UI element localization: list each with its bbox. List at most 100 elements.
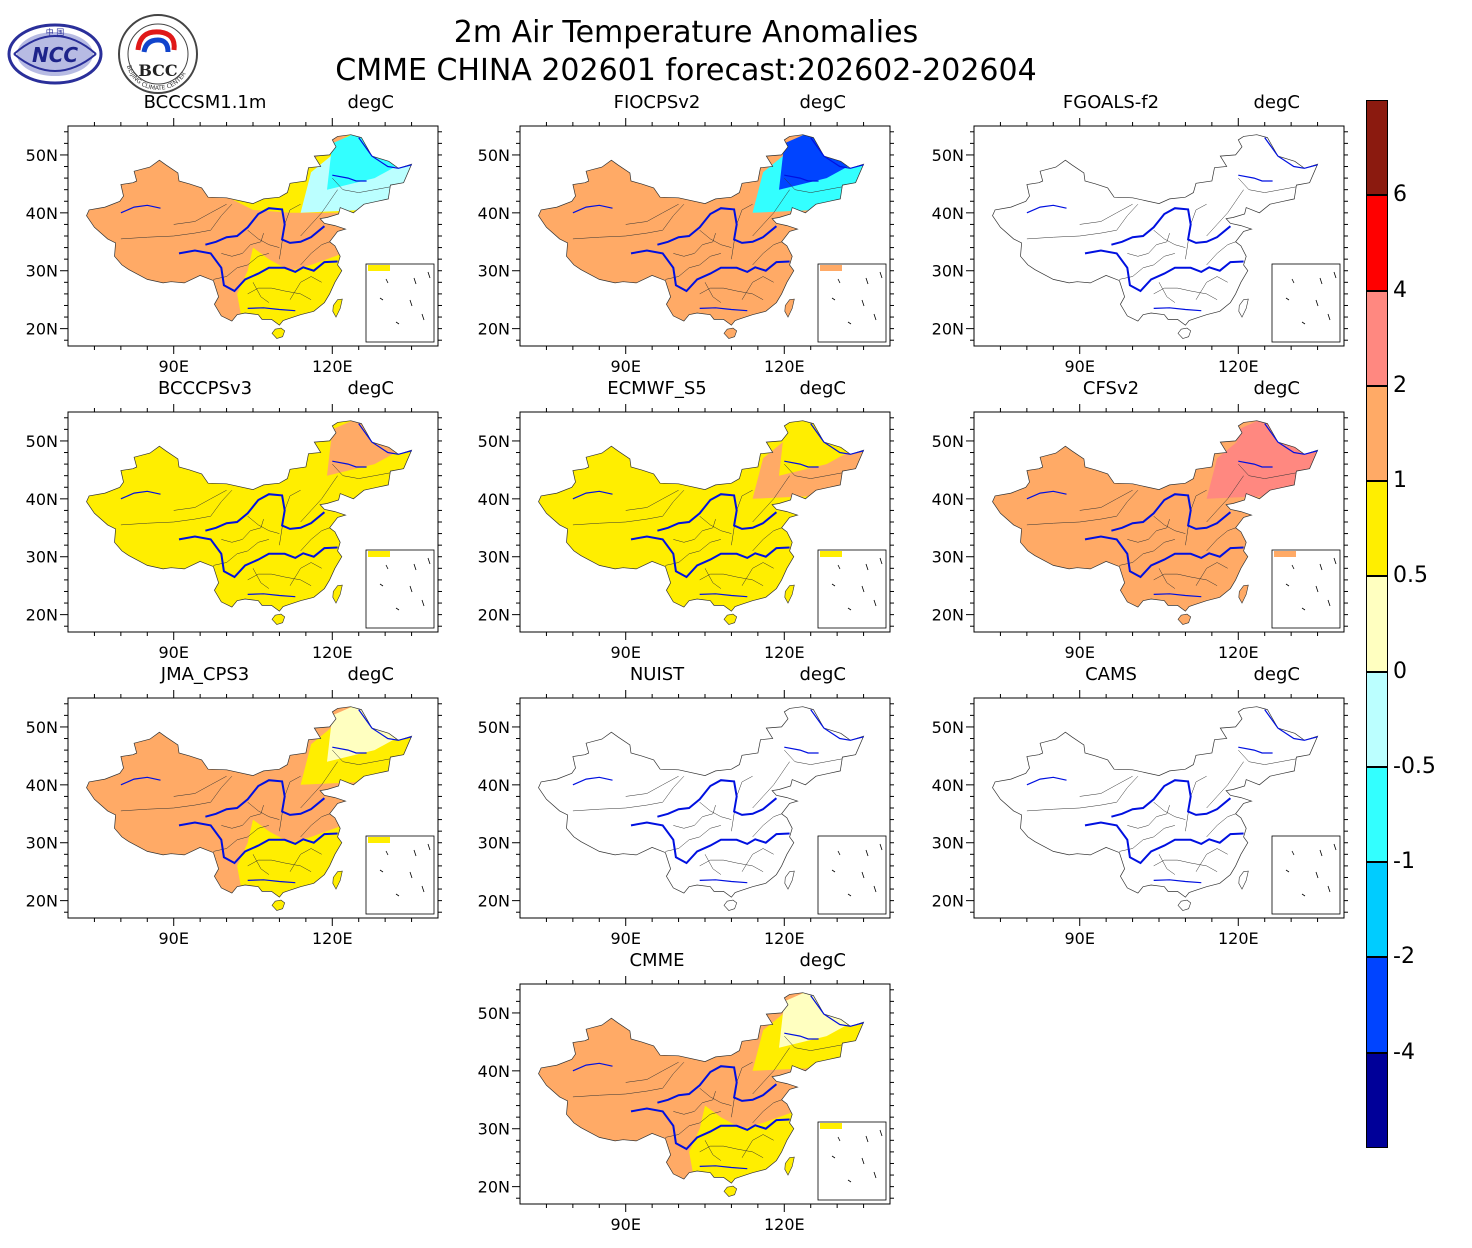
inset-island xyxy=(831,297,836,301)
inset-island xyxy=(1291,278,1295,284)
panel-unit: degC xyxy=(347,664,395,685)
province-border xyxy=(752,1099,782,1124)
panel-unit: degC xyxy=(1253,664,1301,685)
y-tick-label: 20N xyxy=(26,892,58,911)
y-tick-label: 20N xyxy=(932,892,964,911)
colorbar-segment xyxy=(1366,671,1388,767)
inset-island xyxy=(879,271,883,279)
inset-island xyxy=(865,1135,869,1143)
y-tick-label: 20N xyxy=(932,320,964,339)
river xyxy=(630,535,790,579)
colorbar-label: -0.5 xyxy=(1393,753,1436,779)
y-tick-label: 50N xyxy=(26,432,58,451)
inset-island xyxy=(409,585,413,593)
south-china-sea-inset xyxy=(365,263,435,343)
river xyxy=(657,207,778,246)
province-border xyxy=(699,516,732,534)
province-border xyxy=(173,775,227,797)
river xyxy=(247,593,296,598)
taiwan-island xyxy=(332,870,343,890)
taiwan-island xyxy=(784,870,795,890)
panel-bcccpsv3: BCCCPSv3 degC 90E 120E 50N 40N 30N 20N xyxy=(22,378,442,662)
taiwan-island xyxy=(332,298,343,318)
province-border xyxy=(1206,475,1244,523)
map-plot: 90E 120E 50N 40N 30N 20N xyxy=(932,404,1348,662)
south-china-sea-inset xyxy=(1271,549,1341,629)
inset-island xyxy=(837,564,841,570)
province-border xyxy=(173,203,227,225)
province-border xyxy=(1206,189,1244,237)
south-china-sea-inset xyxy=(817,549,887,629)
inset-island xyxy=(847,893,852,897)
river xyxy=(810,995,864,1027)
y-tick-label: 50N xyxy=(478,718,510,737)
river xyxy=(332,746,367,754)
river xyxy=(630,249,790,293)
inset-island xyxy=(409,299,413,307)
y-tick-label: 40N xyxy=(478,776,510,795)
inset-island xyxy=(861,871,865,879)
river xyxy=(1238,174,1273,182)
inset-island xyxy=(1333,271,1337,279)
province-border xyxy=(572,1062,685,1098)
province-border xyxy=(699,230,732,248)
river xyxy=(178,249,338,293)
inset-island xyxy=(1315,871,1319,879)
river xyxy=(572,490,613,500)
x-tick-label: 90E xyxy=(610,357,640,376)
x-tick-label: 90E xyxy=(610,929,640,948)
river xyxy=(699,879,748,884)
river xyxy=(358,423,412,455)
river xyxy=(1111,779,1232,818)
x-tick-label: 90E xyxy=(1064,643,1094,662)
river xyxy=(1026,204,1067,214)
y-tick-label: 20N xyxy=(478,606,510,625)
inset-island xyxy=(395,607,400,611)
river xyxy=(1084,249,1244,293)
panel-bcccsm: BCCCSM1.1m degC 90E 120E 50N 40N 30N 20N xyxy=(22,92,442,376)
x-tick-label: 120E xyxy=(1218,643,1259,662)
y-tick-label: 30N xyxy=(478,1120,510,1139)
province-border xyxy=(1158,568,1176,589)
river xyxy=(205,207,326,246)
y-tick-label: 20N xyxy=(478,320,510,339)
river xyxy=(332,460,367,468)
province-border xyxy=(699,1088,732,1106)
colorbar-label: 4 xyxy=(1393,277,1407,303)
province-border xyxy=(1206,527,1236,552)
inset-island xyxy=(385,278,389,284)
map-plot: 90E 120E 50N 40N 30N 20N xyxy=(478,404,894,662)
province-border xyxy=(120,204,233,240)
y-tick-label: 40N xyxy=(26,204,58,223)
inset-fill xyxy=(820,265,842,271)
colorbar-segment xyxy=(1366,385,1388,482)
province-border xyxy=(752,241,782,266)
inset-island xyxy=(427,843,431,851)
taiwan-island xyxy=(332,584,343,604)
x-tick-label: 90E xyxy=(1064,929,1094,948)
map-plot: 90E 120E 50N 40N 30N 20N xyxy=(478,976,894,1234)
inset-island xyxy=(831,583,836,587)
country-border xyxy=(86,706,413,898)
river xyxy=(699,593,748,598)
colorbar-segment xyxy=(1366,576,1388,672)
x-tick-label: 120E xyxy=(764,643,805,662)
inset-fill xyxy=(368,551,390,557)
y-tick-label: 50N xyxy=(26,718,58,737)
taiwan-island xyxy=(784,298,795,318)
province-border xyxy=(1158,282,1176,303)
colorbar-label: -1 xyxy=(1393,849,1415,875)
figure-title: 2m Air Temperature Anomalies xyxy=(453,15,919,50)
x-tick-label: 90E xyxy=(158,643,188,662)
panel-model-name: CFSv2 xyxy=(1082,378,1140,399)
x-tick-label: 90E xyxy=(610,1215,640,1234)
panel-model-name: FGOALS-f2 xyxy=(1062,92,1160,113)
province-border xyxy=(1026,490,1139,526)
y-tick-label: 50N xyxy=(26,146,58,165)
map-plot: 90E 120E 50N 40N 30N 20N xyxy=(932,690,1348,948)
colorbar-label: 0.5 xyxy=(1393,563,1428,589)
y-tick-label: 20N xyxy=(478,1178,510,1197)
x-tick-label: 120E xyxy=(1218,929,1259,948)
inset-island xyxy=(395,321,400,325)
inset-island xyxy=(837,850,841,856)
